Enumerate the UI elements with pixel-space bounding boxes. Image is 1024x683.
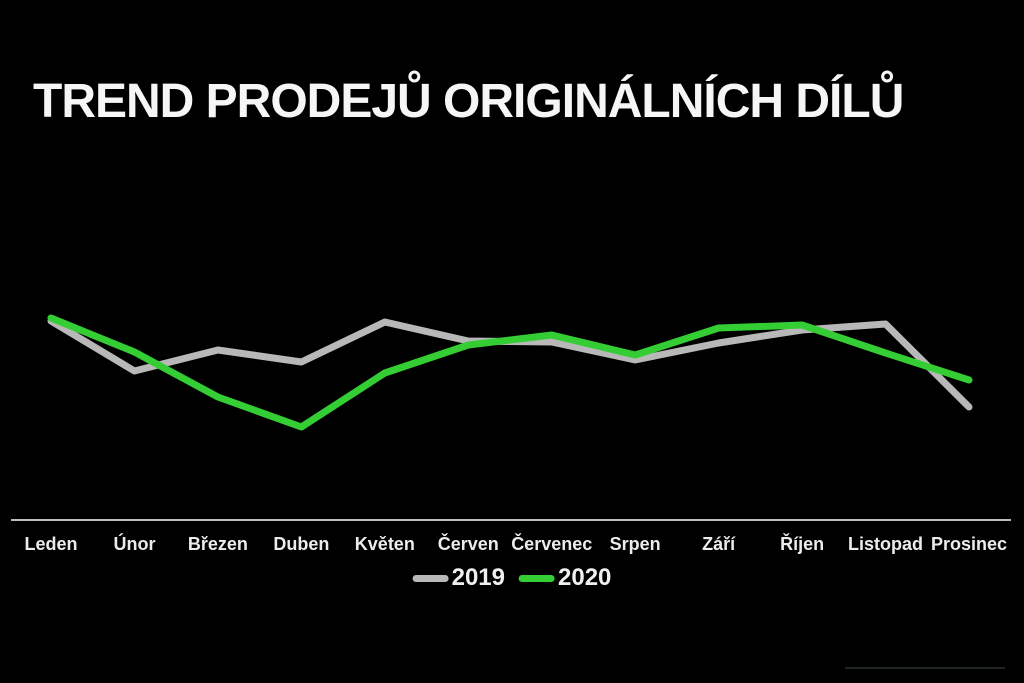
video-progress-artifact	[845, 667, 1005, 669]
x-axis-label-5: Květen	[354, 534, 415, 554]
x-axis-label-7: Červenec	[511, 534, 593, 554]
x-axis-label-1: Leden	[24, 534, 78, 554]
legend-item-2019: 2019	[412, 564, 505, 591]
legend-swatch-2019	[412, 574, 449, 582]
legend-item-2020: 2020	[519, 565, 611, 591]
page-title: TREND PRODEJŮ ORIGINÁLNÍCH DÍLŮ	[33, 75, 904, 128]
legend-label-2020: 2020	[558, 564, 612, 591]
x-axis-label-9: Září	[702, 534, 736, 554]
legend-swatch-2020	[519, 574, 555, 582]
legend: 2019 2020	[412, 564, 611, 591]
series-line-2020	[47, 314, 973, 431]
x-axis-label-4: Duben	[273, 534, 330, 554]
x-axis-label-10: Říjen	[780, 534, 825, 554]
x-axis-label-8: Srpen	[609, 534, 661, 554]
x-axis-label-6: Červen	[437, 534, 499, 554]
x-axis-label-12: Prosinec	[930, 534, 1008, 554]
x-axis-label-2: Únor	[113, 534, 156, 554]
x-axis-label-3: Březen	[187, 534, 248, 554]
x-axis-line	[11, 519, 1011, 521]
x-axis-label-11: Listopad	[848, 534, 924, 554]
legend-label-2019: 2019	[451, 564, 505, 591]
